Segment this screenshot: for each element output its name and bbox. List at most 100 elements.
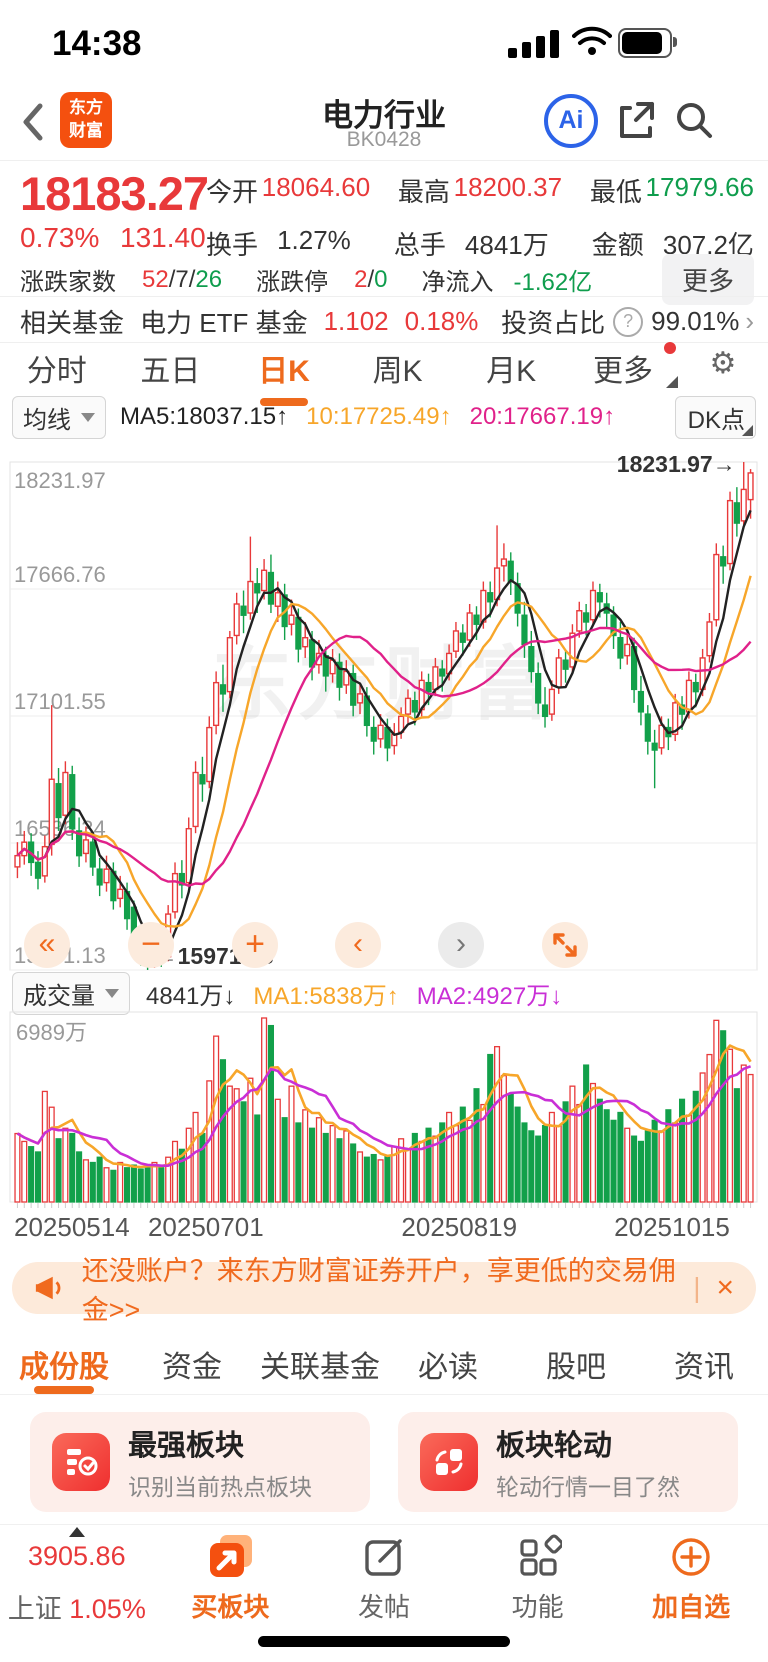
post-button[interactable]: 发帖 xyxy=(307,1525,461,1631)
divider xyxy=(0,160,768,161)
cellular-signal-icon xyxy=(508,30,562,58)
triangle-up-icon xyxy=(68,1527,85,1537)
grid-icon xyxy=(519,1534,564,1576)
kline-legend: 均线 MA5:18037.15↑ 10:17725.49↑ 20:17667.1… xyxy=(12,395,756,439)
fullscreen-button[interactable] xyxy=(542,922,588,968)
search-icon[interactable] xyxy=(672,98,716,147)
rewind-button[interactable]: « xyxy=(24,922,70,968)
volume-ma1: MA1:5838万↑ xyxy=(253,982,399,1010)
caret-down-icon xyxy=(81,412,95,422)
tab-related-funds[interactable]: 关联基金 xyxy=(260,1351,380,1384)
banner-text: 还没账户？来东方财富证券开户，享更低的交易佣金>> xyxy=(81,1256,676,1325)
svg-text:20250819: 20250819 xyxy=(401,1212,517,1242)
svg-text:20250701: 20250701 xyxy=(148,1212,264,1242)
svg-text:18231.97→: 18231.97→ xyxy=(617,451,736,477)
strongest-sector-card[interactable]: 最强板块 识别当前热点板块 xyxy=(30,1412,370,1512)
tab-minute[interactable]: 分时 xyxy=(26,355,87,388)
eastmoney-logo[interactable]: 东方 财富 xyxy=(60,92,112,148)
megaphone-icon xyxy=(35,1276,61,1300)
compose-icon xyxy=(365,1539,402,1576)
status-bar: 14:38 xyxy=(0,0,768,88)
zoom-in-button[interactable]: + xyxy=(232,922,278,968)
clock: 14:38 xyxy=(52,24,142,63)
divider xyxy=(0,342,768,343)
ai-assistant-button[interactable]: Ai xyxy=(544,94,598,148)
sector-rotation-card[interactable]: 板块轮动 轮动行情一目了然 xyxy=(398,1412,738,1512)
volume-value: 4841万 xyxy=(464,230,549,260)
change-percent: 0.73% xyxy=(20,222,100,253)
tab-weekly-k[interactable]: 周K xyxy=(372,355,423,388)
buy-arrow-icon xyxy=(210,1535,253,1577)
svg-text:20250514: 20250514 xyxy=(14,1212,130,1242)
wifi-icon xyxy=(572,26,612,61)
buy-sector-button[interactable]: 买板块 xyxy=(154,1525,308,1631)
promo-banner[interactable]: 还没账户？来东方财富证券开户，享更低的交易佣金>> | × xyxy=(12,1256,756,1325)
battery-icon xyxy=(618,28,677,58)
ma10-value: 10:17725.49↑ xyxy=(306,403,452,430)
banner-close-icon[interactable]: × xyxy=(716,1271,734,1304)
tab-capital[interactable]: 资金 xyxy=(162,1351,222,1384)
header: 东方 财富 电力行业 BK0428 Ai xyxy=(0,88,768,160)
ranking-list-icon xyxy=(52,1433,110,1491)
stock-code: BK0428 xyxy=(346,128,422,151)
svg-text:18231.97: 18231.97 xyxy=(14,468,106,493)
related-fund-row[interactable]: 相关基金 电力 ETF 基金 1.102 0.18% 投资占比 ? 99.01%… xyxy=(20,303,754,340)
back-button[interactable] xyxy=(18,100,54,144)
tab-forum[interactable]: 股吧 xyxy=(546,1351,606,1384)
low-value: 17979.66 xyxy=(645,172,754,202)
volume-chart[interactable]: 6989万 20250514 20250701 20250819 20251015 xyxy=(0,1008,768,1248)
period-tabs: 分时 五日 日K 周K 月K 更多 ⚙ xyxy=(0,342,768,406)
dk-point-button[interactable]: DK点 xyxy=(674,395,756,439)
tab-more[interactable]: 更多 xyxy=(568,342,678,394)
caret-down-icon xyxy=(105,988,119,998)
help-icon[interactable]: ? xyxy=(613,306,644,337)
features-button[interactable]: 功能 xyxy=(461,1525,615,1631)
more-button[interactable]: 更多 xyxy=(661,254,754,305)
tab-must-read[interactable]: 必读 xyxy=(418,1351,478,1384)
share-icon[interactable] xyxy=(614,98,658,147)
svg-text:17101.55: 17101.55 xyxy=(14,689,106,714)
feature-cards: 最强板块 识别当前热点板块 板块轮动 轮动行情一目了然 xyxy=(30,1412,738,1512)
svg-text:20251015: 20251015 xyxy=(614,1212,730,1242)
open-value: 18064.60 xyxy=(261,172,371,202)
zoom-out-button[interactable]: − xyxy=(128,922,174,968)
expand-icon xyxy=(553,933,577,957)
ma-selector[interactable]: 均线 xyxy=(12,395,106,439)
tab-news[interactable]: 资讯 xyxy=(674,1351,734,1384)
page-title: 电力行业 xyxy=(322,98,446,133)
notification-dot xyxy=(663,342,676,354)
ma5-value: MA5:18037.15↑ xyxy=(120,403,289,430)
home-indicator[interactable] xyxy=(258,1636,510,1647)
rotation-icon xyxy=(420,1433,478,1491)
tab-monthly-k[interactable]: 月K xyxy=(486,355,537,388)
high-value: 18200.37 xyxy=(453,172,563,202)
fund-name: 电力 ETF 基金 xyxy=(140,308,308,338)
net-inflow-value: -1.62亿 xyxy=(513,269,593,296)
chevron-right-icon: › xyxy=(745,306,754,336)
invest-ratio-value: 99.01% xyxy=(651,306,740,336)
pan-left-button[interactable]: ‹ xyxy=(335,922,381,968)
ma20-value: 20:17667.19↑ xyxy=(469,403,616,430)
bottom-nav: 3905.86 上证 1.05% 买板块 发帖 功能 加自选 xyxy=(0,1524,768,1631)
chart-settings-button[interactable]: ⚙ xyxy=(678,346,768,394)
svg-text:6989万: 6989万 xyxy=(16,1020,87,1045)
svg-text:17666.76: 17666.76 xyxy=(14,562,106,587)
kline-chart[interactable]: 18231.9717666.7617101.5516536.3415971.13… xyxy=(0,433,768,978)
change-absolute: 131.40 xyxy=(120,222,206,253)
fund-nav: 1.102 xyxy=(323,306,389,336)
current-price: 18183.27 xyxy=(20,167,209,220)
index-shortcut[interactable]: 3905.86 上证 1.05% xyxy=(0,1525,154,1631)
fund-pct: 0.18% xyxy=(404,306,479,336)
gear-icon: ⚙ xyxy=(709,346,737,381)
quote-row3: 涨跌家数 52/7/26 涨跌停 2/0 净流入 -1.62亿 更多 xyxy=(20,254,754,305)
quote-grid: 今开 18064.60 最高 18200.37 最低 17979.66 换手 1… xyxy=(206,172,754,260)
turnover-value: 1.27% xyxy=(277,225,351,255)
volume-selector[interactable]: 成交量 xyxy=(12,971,130,1015)
pan-right-button[interactable]: › xyxy=(438,922,484,968)
tab-5day[interactable]: 五日 xyxy=(140,355,201,388)
volume-ma2: MA2:4927万↓ xyxy=(416,982,563,1010)
tab-constituents[interactable]: 成份股 xyxy=(0,1332,128,1394)
add-watchlist-button[interactable]: 加自选 xyxy=(614,1525,768,1631)
divider xyxy=(0,296,768,297)
tab-daily-k[interactable]: 日K xyxy=(227,346,341,406)
